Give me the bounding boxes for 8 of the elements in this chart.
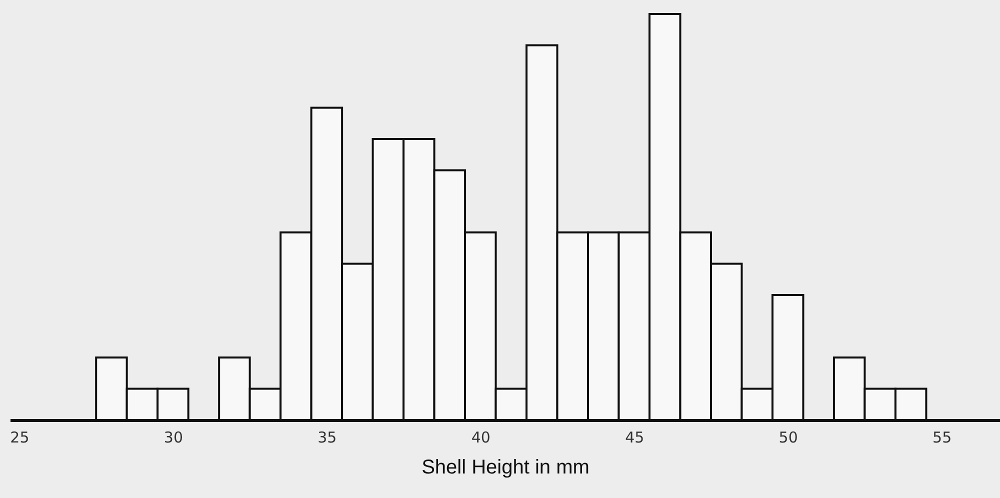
x-axis-title: Shell Height in mm	[422, 456, 590, 478]
x-tick-label: 35	[318, 428, 337, 446]
x-tick-label: 40	[471, 428, 490, 446]
x-tick-label: 55	[932, 428, 952, 446]
x-tick-label: 25	[10, 428, 30, 446]
x-tick-label: 30	[164, 428, 183, 446]
x-tick-label: 45	[625, 428, 644, 446]
x-tick-label: 50	[778, 428, 798, 446]
